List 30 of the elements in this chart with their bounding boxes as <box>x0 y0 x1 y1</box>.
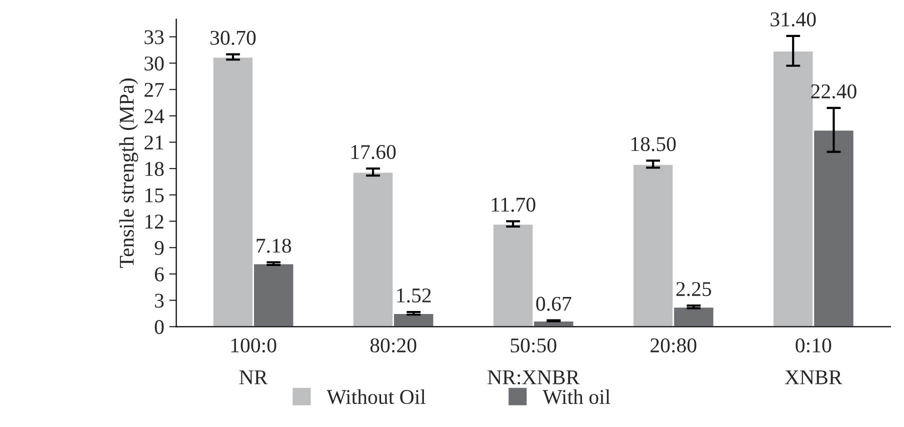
data-label: 30.70 <box>210 30 256 45</box>
data-label: 0.67 <box>536 296 572 311</box>
legend-label: Without Oil <box>326 389 426 404</box>
y-tick-label: 27 <box>144 82 164 97</box>
y-tick-label: 6 <box>154 267 164 282</box>
y-axis-title: Tensile strength (MPa) <box>119 78 138 268</box>
data-label: 7.18 <box>256 238 292 253</box>
y-tick-label: 30 <box>144 56 164 71</box>
data-label: 18.50 <box>631 137 676 152</box>
data-label: 22.40 <box>811 84 856 99</box>
y-tick-label: 21 <box>144 136 164 150</box>
legend-label: With oil <box>542 389 610 404</box>
y-tick-label: 24 <box>144 109 164 124</box>
data-label: 1.52 <box>397 288 431 303</box>
data-label: 11.70 <box>492 198 536 212</box>
y-tick-label: 12 <box>145 214 164 228</box>
data-label: 2.25 <box>676 282 712 296</box>
data-label: 31.40 <box>770 12 816 26</box>
y-tick-label: 33 <box>144 30 164 44</box>
x-tick-label: 20:80 <box>650 338 696 353</box>
x-tick-label: 50:50 NR:XNBR <box>488 338 580 384</box>
y-tick-label: 9 <box>154 241 164 256</box>
y-tick-label: 15 <box>145 188 164 202</box>
y-tick-label: 0 <box>154 320 164 334</box>
x-tick-label: 80:20 <box>370 338 416 353</box>
x-tick-label: 100:0 NR <box>231 338 276 384</box>
y-tick-label: 3 <box>155 294 164 308</box>
data-label: 17.60 <box>351 144 396 160</box>
y-tick-label: 18 <box>145 162 164 176</box>
x-tick-label: 0:10 XNBR <box>784 338 842 384</box>
